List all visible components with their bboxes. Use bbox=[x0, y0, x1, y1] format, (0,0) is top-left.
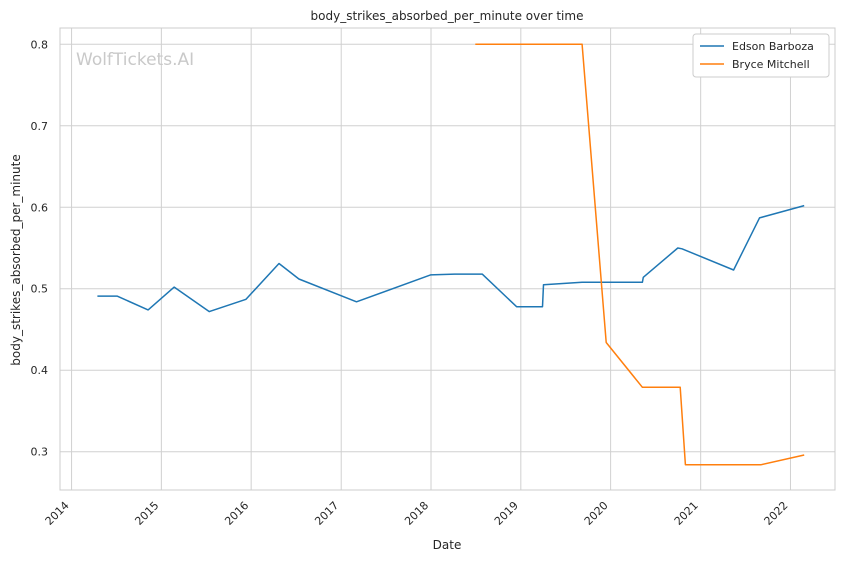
x-tick-label: 2018 bbox=[402, 499, 431, 528]
series-lines bbox=[97, 43, 805, 466]
x-axis-ticks: 2014 2015 2016 2017 2018 2019 2020 2021 2022 bbox=[43, 499, 791, 528]
x-tick-label: 2015 bbox=[132, 499, 161, 528]
x-tick-label: 2022 bbox=[762, 499, 791, 528]
y-tick-label: 0.4 bbox=[31, 364, 49, 377]
series-line-bryce-mitchell bbox=[475, 43, 805, 466]
x-tick-label: 2017 bbox=[312, 499, 341, 528]
y-tick-label: 0.5 bbox=[31, 283, 49, 296]
y-tick-label: 0.3 bbox=[31, 446, 49, 459]
x-tick-label: 2014 bbox=[43, 499, 72, 528]
y-axis-ticks: 0.3 0.4 0.5 0.6 0.7 0.8 bbox=[31, 38, 49, 458]
y-tick-label: 0.6 bbox=[31, 201, 49, 214]
plot-frame bbox=[59, 27, 836, 491]
plot-area bbox=[60, 28, 835, 490]
chart-title: body_strikes_absorbed_per_minute over ti… bbox=[311, 9, 584, 23]
legend: Edson Barboza Bryce Mitchell bbox=[692, 33, 830, 78]
plot-border bbox=[59, 27, 836, 491]
legend-box bbox=[692, 33, 830, 78]
x-axis-label: Date bbox=[433, 538, 462, 552]
y-tick-label: 0.7 bbox=[31, 120, 49, 133]
watermark: WolfTickets.AI bbox=[76, 50, 194, 70]
gridlines bbox=[60, 28, 835, 490]
x-tick-label: 2019 bbox=[492, 499, 521, 528]
y-tick-label: 0.8 bbox=[31, 38, 49, 51]
y-axis-label: body_strikes_absorbed_per_minute bbox=[9, 154, 23, 365]
x-tick-label: 2021 bbox=[672, 499, 701, 528]
legend-label: Bryce Mitchell bbox=[732, 58, 810, 71]
legend-label: Edson Barboza bbox=[732, 40, 814, 53]
series-line-edson-barboza bbox=[97, 204, 805, 313]
x-tick-label: 2020 bbox=[582, 499, 611, 528]
x-tick-label: 2016 bbox=[222, 499, 251, 528]
